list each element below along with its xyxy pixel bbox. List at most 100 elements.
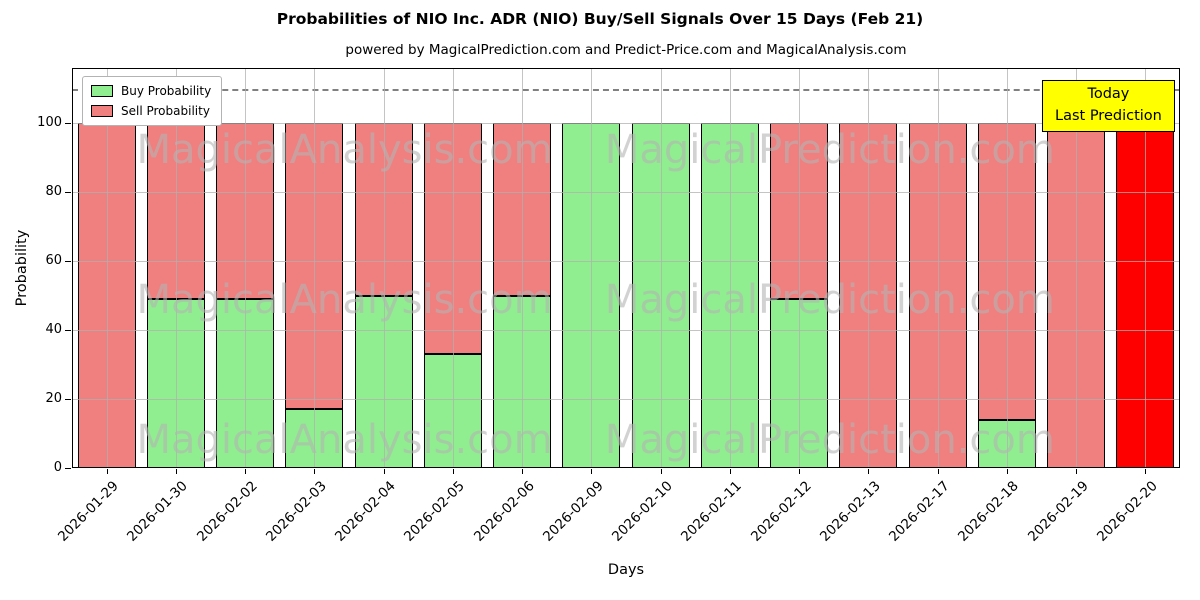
h-gridline (72, 399, 1180, 401)
watermark-text: MagicalPrediction.com (604, 417, 1055, 463)
y-tick-label: 0 (53, 460, 62, 475)
h-gridline (72, 261, 1180, 263)
bar-segment-sell (493, 123, 552, 296)
bar-segment-sell (354, 123, 413, 296)
h-gridline (72, 192, 1180, 194)
v-gridline (1076, 68, 1078, 468)
x-tick-label: 2026-01-29 (55, 478, 122, 545)
x-tick-mark (937, 469, 939, 474)
x-tick-mark (1145, 469, 1147, 474)
x-tick-mark (660, 469, 662, 474)
legend-item: Sell Probability (91, 104, 211, 118)
x-tick-mark (106, 469, 108, 474)
x-tick-mark (452, 469, 454, 474)
legend-swatch (91, 85, 113, 97)
v-gridline (175, 68, 177, 468)
x-tick-mark (1076, 469, 1078, 474)
x-tick-label: 2026-02-12 (747, 478, 815, 545)
v-gridline (660, 68, 662, 468)
v-gridline (452, 68, 454, 468)
bar-segment-buy (700, 123, 759, 468)
x-tick-mark (1006, 469, 1008, 474)
x-tick-label: 2026-02-09 (539, 478, 607, 545)
bar-segment-buy (562, 123, 621, 468)
y-tick-mark (65, 123, 71, 125)
bar-segment-buy (146, 299, 205, 468)
chart-title: Probabilities of NIO Inc. ADR (NIO) Buy/… (276, 10, 924, 28)
x-tick-label: 2026-02-11 (678, 478, 746, 545)
bar-segment-buy (216, 299, 275, 468)
x-tick-mark (729, 469, 731, 474)
bar-segment-buy (285, 409, 344, 468)
watermark-text: MagicalPrediction.com (604, 277, 1055, 323)
bar-segment-sell (839, 123, 898, 468)
legend-swatch (91, 105, 113, 117)
chart-subtitle: powered by MagicalPrediction.com and Pre… (345, 42, 907, 58)
x-tick-label: 2026-02-20 (1093, 478, 1161, 545)
v-gridline (106, 68, 108, 468)
v-gridline (1145, 68, 1147, 468)
y-tick-mark (65, 330, 71, 332)
y-tick-mark (65, 468, 71, 469)
dashed-threshold-line (72, 88, 1180, 91)
v-gridline (314, 68, 316, 468)
x-tick-mark (591, 469, 593, 474)
v-gridline (522, 68, 524, 468)
v-gridline (245, 68, 247, 468)
x-axis-label: Days (607, 562, 645, 578)
v-gridline (937, 68, 939, 468)
legend-item: Buy Probability (91, 84, 211, 98)
x-tick-label: 2026-01-30 (124, 478, 192, 545)
x-tick-label: 2026-02-03 (262, 478, 330, 545)
bar-segment-buy (977, 419, 1036, 468)
y-tick-mark (65, 192, 71, 194)
x-tick-label: 2026-02-02 (193, 478, 261, 545)
today-annotation-line2: Last Prediction (1055, 107, 1162, 124)
x-tick-mark (799, 469, 801, 474)
bar-segment-sell (423, 123, 482, 355)
bar-segment-sell (216, 123, 275, 300)
x-tick-mark (383, 469, 385, 474)
h-gridline (72, 123, 1180, 125)
y-tick-mark (65, 261, 71, 263)
x-tick-mark (314, 469, 316, 474)
x-tick-label: 2026-02-17 (886, 478, 953, 545)
x-tick-label: 2026-02-04 (332, 478, 399, 545)
y-tick-mark (65, 399, 71, 401)
v-gridline (383, 68, 385, 468)
x-tick-label: 2026-02-19 (1024, 478, 1092, 545)
watermark-text: MagicalAnalysis.com (136, 277, 553, 323)
x-tick-mark (868, 469, 870, 474)
x-tick-mark (175, 469, 177, 474)
v-gridline (591, 68, 593, 468)
x-tick-label: 2026-02-10 (609, 478, 676, 545)
bar-segment-buy (354, 295, 413, 468)
legend-label: Sell Probability (121, 104, 210, 118)
x-tick-label: 2026-02-18 (955, 478, 1023, 545)
x-tick-label: 2026-02-06 (470, 478, 538, 545)
today-annotation-line1: Today (1087, 86, 1130, 102)
y-tick-label: 100 (37, 115, 62, 131)
bar-segment-buy (493, 295, 552, 468)
bar-segment-sell (1047, 123, 1106, 468)
y-tick-label: 80 (45, 184, 62, 200)
v-gridline (799, 68, 801, 468)
y-tick-label: 40 (45, 322, 62, 338)
watermark-text: MagicalAnalysis.com (136, 127, 553, 173)
y-tick-label: 60 (45, 253, 62, 269)
v-gridline (868, 68, 870, 468)
x-tick-label: 2026-02-13 (816, 478, 884, 545)
legend: Buy Probability Sell Probability (82, 76, 223, 126)
bar-segment-buy (770, 299, 829, 468)
today-annotation: Today Last Prediction (1042, 80, 1175, 132)
x-tick-mark (522, 469, 524, 474)
v-gridline (729, 68, 731, 468)
y-tick-label: 20 (45, 391, 62, 407)
watermark-text: MagicalPrediction.com (604, 127, 1055, 173)
x-tick-label: 2026-02-05 (401, 478, 469, 545)
bar-segment-buy (631, 123, 690, 468)
plot-area: Buy Probability Sell Probability MagicalA… (72, 68, 1180, 468)
bar-segment-sell (1116, 123, 1175, 468)
x-tick-mark (245, 469, 247, 474)
